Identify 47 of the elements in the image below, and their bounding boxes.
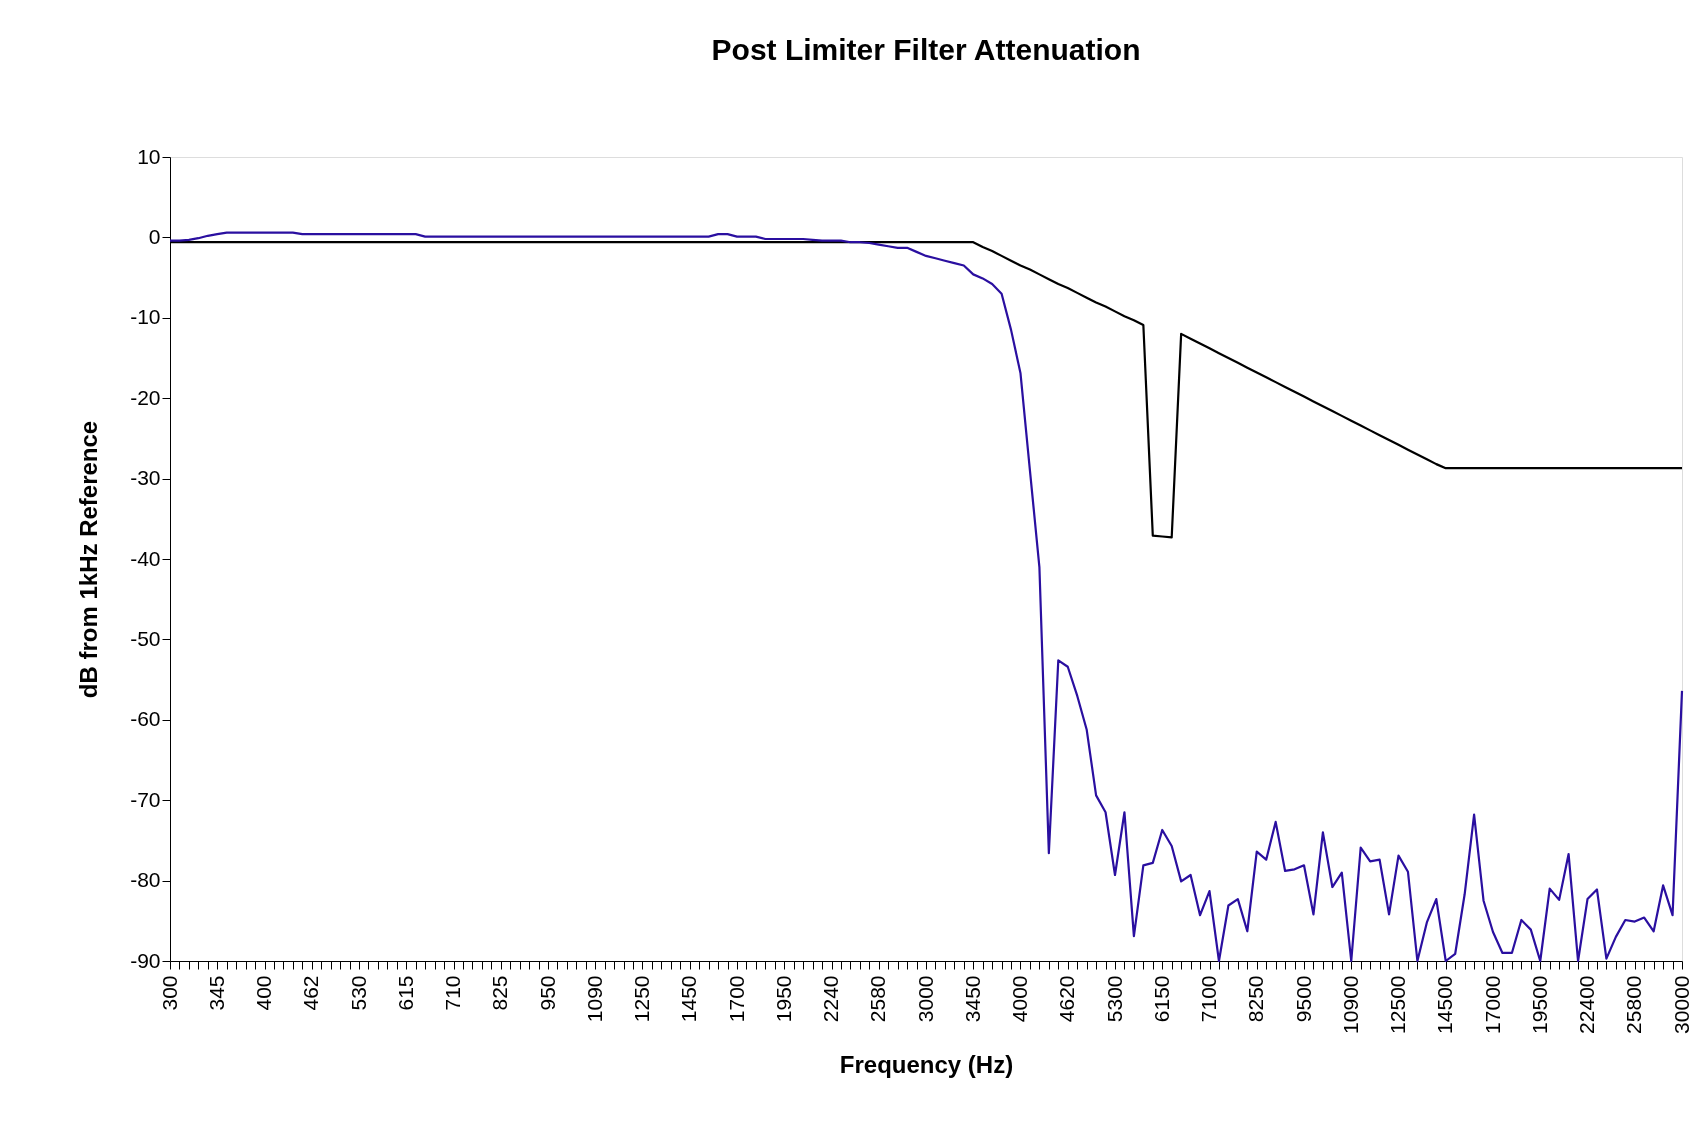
x-tick-label: 710 — [441, 975, 464, 1011]
y-tick-label: -60 — [130, 707, 161, 731]
x-tick-label: 3450 — [960, 975, 984, 1023]
x-tick-label: 462 — [299, 975, 323, 1011]
x-tick-label: 530 — [346, 975, 370, 1011]
x-tick-label: 3000 — [913, 975, 937, 1023]
x-tick-label: 30000 — [1669, 975, 1693, 1034]
x-tick-label: 825 — [488, 975, 512, 1011]
x-tick-label: 345 — [204, 975, 228, 1011]
y-tick-label: 0 — [148, 224, 161, 248]
x-tick-label: 14500 — [1433, 975, 1457, 1034]
x-tick-label: 1250 — [630, 975, 653, 1023]
y-tick-label: -40 — [130, 546, 161, 570]
x-tick-label: 22400 — [1575, 975, 1598, 1034]
x-tick-label: 1700 — [724, 975, 748, 1023]
x-tick-label: 12500 — [1386, 975, 1409, 1034]
x-tick-label: 25800 — [1622, 975, 1646, 1034]
y-tick-label: -70 — [130, 787, 161, 811]
x-tick-label: 4000 — [1008, 975, 1031, 1023]
x-tick-label: 950 — [535, 975, 559, 1011]
y-tick-label: 10 — [137, 144, 161, 168]
x-tick-label: 300 — [157, 975, 181, 1011]
x-tick-label: 1950 — [771, 975, 795, 1023]
x-tick-label: 17000 — [1480, 975, 1504, 1034]
x-tick-label: 10900 — [1338, 975, 1362, 1034]
x-axis-title: Frequency (Hz) — [839, 1050, 1014, 1078]
x-tick-label: 9500 — [1291, 975, 1315, 1023]
y-tick-label: -30 — [130, 466, 161, 490]
x-tick-label: 400 — [252, 975, 275, 1011]
x-tick-label: 2240 — [819, 975, 842, 1023]
x-tick-label: 1450 — [677, 975, 701, 1023]
x-tick-label: 615 — [393, 975, 417, 1011]
chart-title: Post Limiter Filter Attenuation — [711, 33, 1141, 66]
x-tick-label: 5300 — [1102, 975, 1126, 1023]
y-axis-title: dB from 1kHz Reference — [75, 420, 103, 699]
x-tick-label: 4620 — [1055, 975, 1079, 1023]
y-tick-label: -50 — [130, 626, 161, 650]
x-tick-label: 6150 — [1149, 975, 1173, 1023]
y-tick-label: -20 — [130, 385, 161, 409]
y-tick-label: -10 — [130, 305, 161, 329]
y-tick-label: -80 — [130, 868, 161, 892]
x-tick-label: 2580 — [866, 975, 890, 1023]
x-tick-label: 19500 — [1527, 975, 1551, 1034]
x-tick-label: 7100 — [1197, 975, 1220, 1023]
x-tick-label: 1090 — [582, 975, 606, 1023]
y-tick-label: -90 — [130, 948, 161, 972]
x-tick-label: 8250 — [1244, 975, 1268, 1023]
